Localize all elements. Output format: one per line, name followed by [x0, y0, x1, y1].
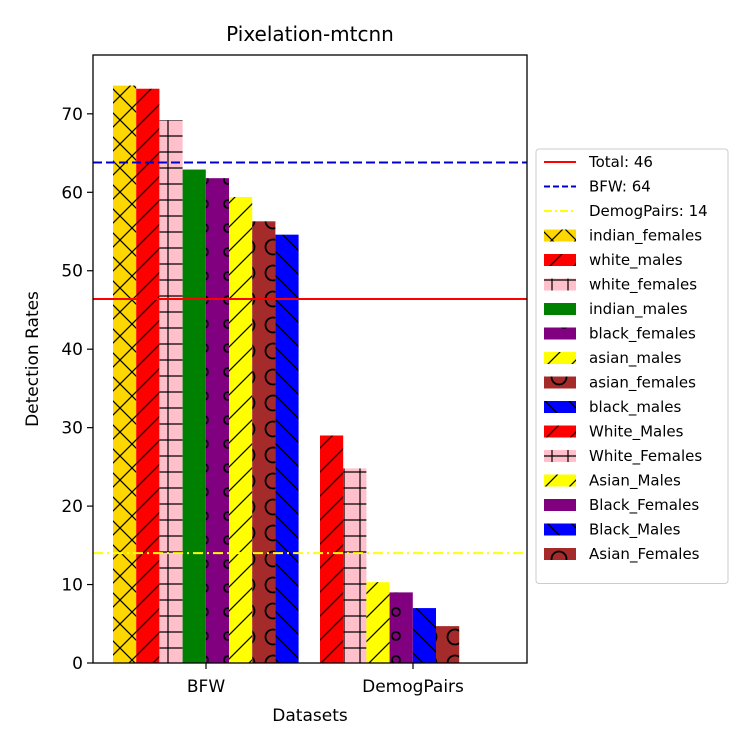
legend-swatch — [544, 450, 576, 462]
legend-box — [535, 148, 729, 584]
legend-item-indian-males: indian_males — [544, 300, 688, 319]
legend-item-white-females: White_Females — [544, 447, 702, 466]
legend-label: black_females — [589, 325, 696, 344]
y-tick-label: 60 — [61, 183, 83, 203]
legend-label: asian_females — [589, 374, 696, 393]
legend-item-black-females: Black_Females — [544, 496, 699, 515]
x-tick-label-bfw: BFW — [187, 677, 225, 697]
bar-bfw-indian-males — [182, 169, 206, 664]
y-tick-label: 10 — [61, 576, 83, 596]
legend-swatch — [544, 401, 576, 413]
x-tick-label-demogpairs: DemogPairs — [362, 677, 464, 697]
legend-item-asian-males: Asian_Males — [544, 472, 681, 491]
bar-bfw-white-females — [159, 120, 183, 664]
bar-demogpairs-white-males — [320, 435, 344, 663]
legend-label: black_males — [589, 398, 682, 417]
legend-label: white_males — [589, 251, 683, 270]
legend-swatch — [544, 523, 576, 536]
legend-swatch — [544, 278, 576, 291]
legend-swatch — [544, 376, 576, 389]
legend-swatch — [544, 499, 576, 511]
legend-swatch — [544, 352, 576, 364]
legend-label: white_females — [589, 276, 697, 295]
chart-title: Pixelation-mtcnn — [226, 22, 394, 46]
legend-item-asian-females: asian_females — [544, 374, 696, 393]
legend-label: Asian_Males — [589, 472, 681, 491]
legend-item-indian-females: indian_females — [544, 227, 702, 246]
bar-demogpairs-black-males — [412, 608, 436, 663]
legend-swatch — [544, 229, 576, 242]
legend-label: Black_Females — [589, 496, 699, 515]
legend-label: White_Females — [589, 447, 702, 466]
legend-swatch — [544, 548, 576, 560]
y-tick-label: 20 — [61, 497, 83, 517]
x-axis: BFW DemogPairs — [187, 663, 464, 697]
legend-swatch — [544, 303, 576, 315]
legend-item-bfw-64: BFW: 64 — [544, 178, 651, 196]
legend-label: BFW: 64 — [589, 178, 651, 196]
legend-label: indian_males — [589, 300, 688, 319]
bar-bfw-asian-females — [252, 221, 276, 663]
y-tick-label: 30 — [61, 419, 83, 439]
y-axis-label: Detection Rates — [23, 291, 43, 427]
legend-label: Asian_Females — [589, 545, 700, 564]
legend-item-asian-males: asian_males — [544, 349, 682, 368]
bar-bfw-white-males — [136, 88, 160, 664]
legend-item-white-males: white_males — [544, 251, 683, 270]
bar-demogpairs-black-females — [389, 592, 413, 663]
bar-demogpairs-asian-females — [436, 626, 460, 663]
legend-item-demogpairs-14: DemogPairs: 14 — [544, 202, 708, 220]
legend-swatch — [544, 254, 576, 266]
reference-lines-layer — [93, 161, 527, 555]
legend-item-black-males: Black_Males — [544, 521, 681, 540]
x-axis-label: Datasets — [272, 706, 348, 726]
legend-swatch — [544, 425, 576, 438]
y-axis: 0 10 20 30 40 50 60 70 — [61, 105, 93, 674]
legend-item-black-females: black_females — [544, 325, 696, 344]
legend-item-white-males: White_Males — [544, 423, 684, 442]
legend-swatch — [544, 474, 576, 487]
y-tick-label: 50 — [61, 262, 83, 282]
legend-swatch — [544, 327, 576, 340]
legend: Total: 46 BFW: 64 DemogPairs: 14 indian_fem… — [535, 148, 729, 584]
bar-bfw-black-males — [275, 234, 299, 663]
bar-bfw-black-females — [205, 178, 229, 664]
legend-label: White_Males — [589, 423, 684, 442]
plot-frame — [92, 54, 528, 664]
legend-label: Black_Males — [589, 521, 681, 540]
legend-label: asian_males — [589, 349, 682, 368]
y-tick-label: 70 — [61, 105, 83, 125]
legend-item-white-females: white_females — [544, 276, 697, 295]
legend-label: Total: 46 — [588, 153, 653, 171]
bar-bfw-asian-males — [229, 197, 253, 663]
legend-label: indian_females — [589, 227, 702, 246]
bars-layer — [113, 85, 460, 664]
y-tick-label: 0 — [72, 654, 83, 674]
bar-demogpairs-white-females — [343, 468, 367, 663]
legend-item-total-46: Total: 46 — [544, 153, 653, 171]
legend-item-black-males: black_males — [544, 398, 682, 417]
legend-label: DemogPairs: 14 — [589, 202, 708, 220]
y-tick-label: 40 — [61, 340, 83, 360]
bar-bfw-indian-females — [113, 85, 137, 664]
bar-demogpairs-asian-males — [366, 582, 390, 663]
legend-item-asian-females: Asian_Females — [544, 545, 700, 564]
